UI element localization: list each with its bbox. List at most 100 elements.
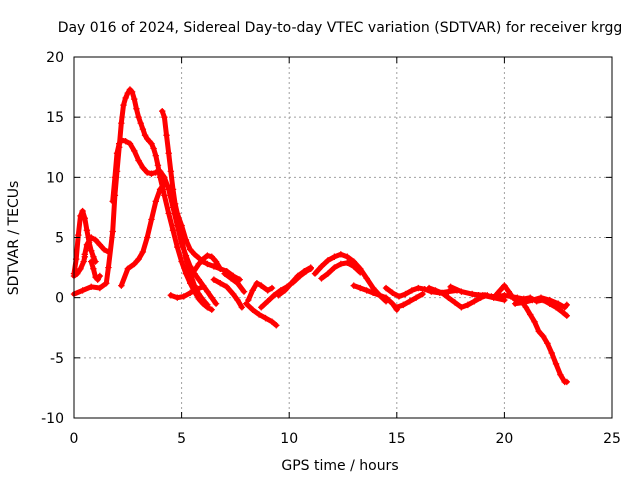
data-point <box>83 241 91 248</box>
data-point <box>301 267 308 275</box>
data-point <box>393 304 400 311</box>
data-point <box>161 113 168 121</box>
data-point <box>131 95 138 103</box>
data-point <box>169 186 177 193</box>
data-point <box>445 288 452 295</box>
x-tick-label: 5 <box>177 431 186 447</box>
data-point <box>264 287 271 294</box>
data-point <box>234 296 241 304</box>
data-point <box>262 314 269 322</box>
data-point <box>77 265 84 272</box>
data-point <box>505 288 512 295</box>
data-point <box>148 140 155 147</box>
data-point <box>475 292 482 299</box>
data-point <box>294 272 302 280</box>
data-point <box>419 290 426 298</box>
data-point <box>124 265 131 272</box>
series-arc-12 <box>221 270 248 295</box>
data-point <box>199 255 207 263</box>
series-line <box>159 108 243 283</box>
data-point <box>531 318 538 325</box>
data-point <box>264 298 271 305</box>
series-line <box>493 283 520 304</box>
data-point <box>382 284 390 292</box>
data-point <box>131 260 138 268</box>
data-point <box>249 306 256 313</box>
data-point <box>148 216 155 223</box>
data-point <box>255 311 263 318</box>
data-point <box>122 138 129 145</box>
data-point <box>100 246 108 253</box>
data-point <box>180 293 187 300</box>
data-point <box>88 247 95 254</box>
data-point <box>178 258 185 265</box>
data-point <box>120 101 127 109</box>
data-point <box>96 284 104 292</box>
data-point <box>193 286 200 293</box>
data-point <box>492 292 499 299</box>
data-point <box>143 234 151 241</box>
data-point <box>115 140 123 147</box>
data-point <box>240 288 248 295</box>
data-point <box>208 294 215 301</box>
data-point <box>210 276 218 283</box>
data-point <box>174 210 181 217</box>
data-point <box>139 248 147 256</box>
data-point <box>400 301 407 309</box>
data-point <box>249 287 256 294</box>
data-point <box>324 270 332 277</box>
series-arc-19 <box>350 282 400 313</box>
data-point <box>195 290 203 298</box>
data-point <box>382 294 390 301</box>
data-point <box>563 301 571 309</box>
data-point <box>501 282 508 289</box>
data-point <box>501 292 508 299</box>
data-point <box>195 276 203 283</box>
data-point <box>212 300 220 307</box>
data-point <box>548 349 555 357</box>
series-arc-14 <box>245 280 276 304</box>
data-point <box>464 301 472 309</box>
series-arc-9 <box>167 283 207 301</box>
x-tick-label: 20 <box>495 431 513 447</box>
data-point <box>227 275 235 282</box>
data-point <box>152 169 159 176</box>
data-series-layer <box>70 86 571 386</box>
data-point <box>165 150 172 157</box>
data-point <box>555 300 562 307</box>
data-point <box>204 260 211 268</box>
data-point <box>307 264 314 271</box>
data-point <box>83 227 91 234</box>
data-point <box>133 105 140 112</box>
data-point <box>113 150 121 157</box>
data-point <box>395 293 403 300</box>
data-point <box>281 287 289 294</box>
series-arc-27 <box>511 294 571 311</box>
data-point <box>88 283 95 291</box>
data-point <box>471 298 478 305</box>
series-arc-1 <box>70 207 99 277</box>
series-arc-25 <box>492 282 521 305</box>
data-point <box>124 89 131 97</box>
series-line <box>118 180 210 308</box>
y-tick-label: -10 <box>41 411 64 427</box>
data-point <box>511 300 519 307</box>
data-point <box>408 287 416 294</box>
data-point <box>546 296 553 304</box>
data-point <box>447 283 454 291</box>
data-point <box>163 132 170 139</box>
series-arc-26 <box>518 298 571 386</box>
y-tick-label: 5 <box>55 231 64 247</box>
data-point <box>245 296 252 304</box>
data-point <box>258 304 265 311</box>
data-point <box>131 147 138 155</box>
data-point <box>90 253 97 260</box>
data-point <box>109 198 116 205</box>
x-tick-label: 25 <box>603 431 621 447</box>
data-point <box>111 174 119 181</box>
data-point <box>156 186 164 193</box>
data-point <box>557 371 564 378</box>
data-point <box>94 276 101 283</box>
data-point <box>253 280 261 287</box>
data-point <box>139 164 147 171</box>
